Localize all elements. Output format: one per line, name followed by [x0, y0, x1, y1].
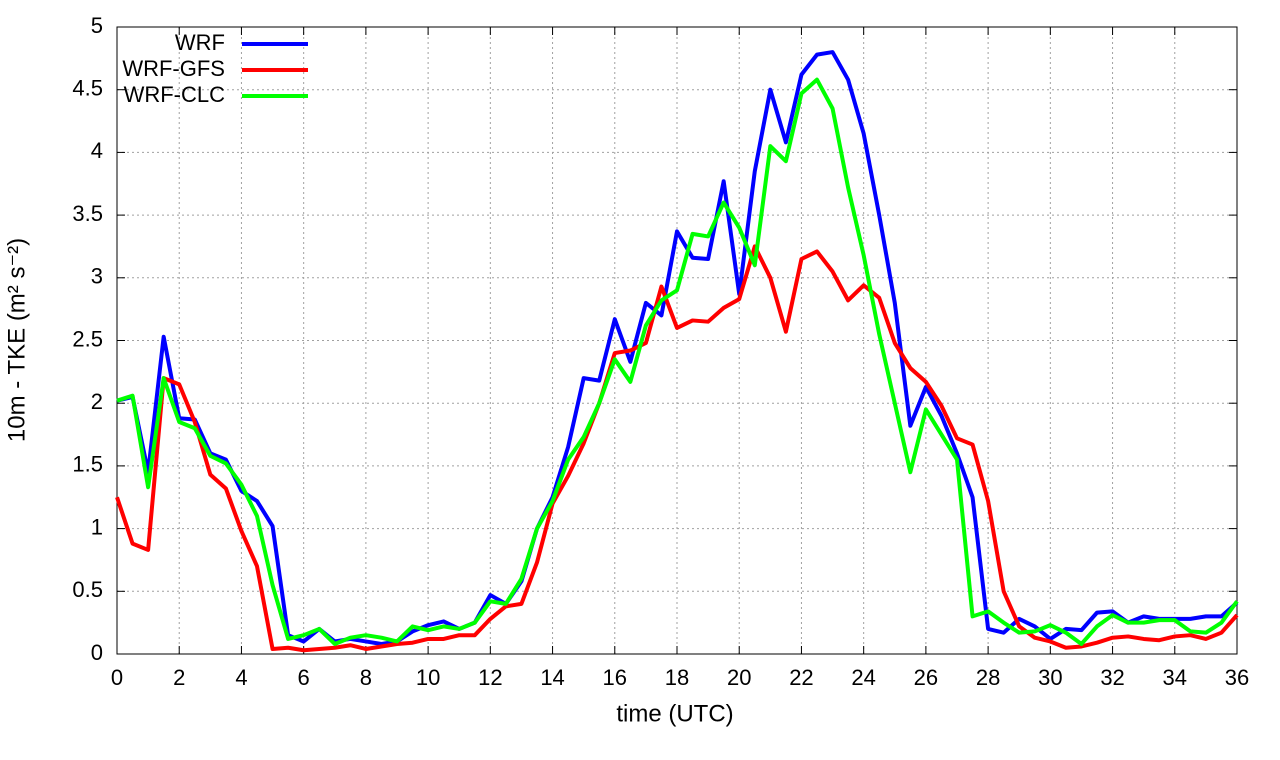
y-tick-label: 0.5 [72, 577, 103, 602]
x-tick-label: 32 [1100, 665, 1124, 690]
y-tick-label: 4.5 [72, 76, 103, 101]
data-line [116, 50, 1239, 646]
y-tick-label: 2.5 [72, 326, 103, 351]
y-axis-label: 10m - TKE (m² s⁻²) [3, 238, 30, 442]
x-tick-label: 34 [1163, 665, 1187, 690]
y-tick-label: 0 [91, 640, 103, 665]
x-tick-label: 12 [478, 665, 502, 690]
x-tick-label: 6 [298, 665, 310, 690]
y-tick-label: 1 [91, 514, 103, 539]
y-tick-label: 3.5 [72, 201, 103, 226]
x-axis-label: time (UTC) [616, 700, 733, 727]
x-tick-label: 4 [235, 665, 247, 690]
x-tick-label: 26 [914, 665, 938, 690]
legend-label: WRF-GFS [122, 56, 225, 81]
y-tick-label: 5 [91, 13, 103, 38]
data-line [116, 77, 1239, 646]
x-tick-label: 28 [976, 665, 1000, 690]
legend-label: WRF [175, 30, 225, 55]
x-tick-label: 16 [603, 665, 627, 690]
x-tick-label: 10 [416, 665, 440, 690]
legend-label: WRF-CLC [124, 82, 226, 107]
y-tick-label: 1.5 [72, 452, 103, 477]
data-line [115, 244, 1239, 653]
x-tick-label: 30 [1038, 665, 1062, 690]
x-tick-label: 18 [665, 665, 689, 690]
y-tick-label: 4 [91, 138, 103, 163]
y-tick-label: 2 [91, 389, 103, 414]
x-tick-label: 8 [360, 665, 372, 690]
x-tick-label: 2 [173, 665, 185, 690]
x-tick-label: 0 [111, 665, 123, 690]
x-tick-label: 24 [851, 665, 875, 690]
x-tick-label: 14 [540, 665, 564, 690]
y-tick-label: 3 [91, 264, 103, 289]
x-tick-label: 22 [789, 665, 813, 690]
x-tick-label: 20 [727, 665, 751, 690]
x-tick-label: 36 [1225, 665, 1249, 690]
plot-border [116, 26, 1238, 655]
